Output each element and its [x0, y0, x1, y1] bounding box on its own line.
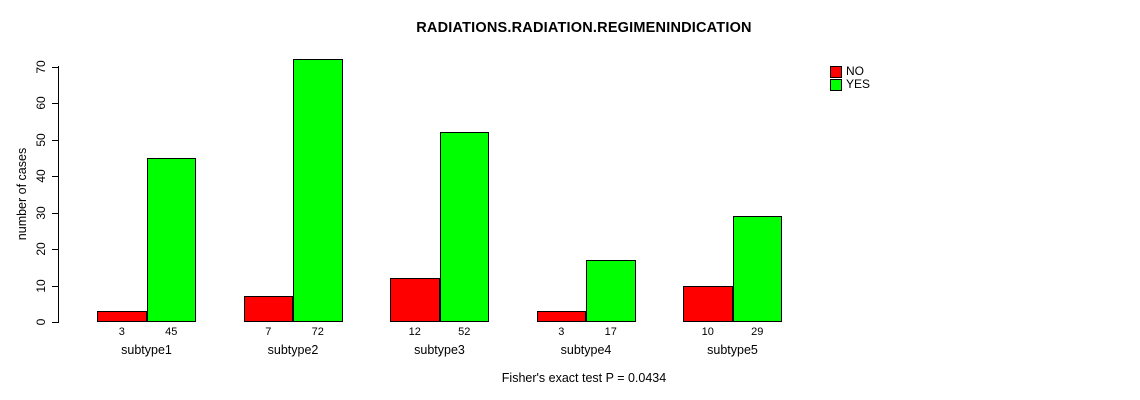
bar-no-subtype3	[390, 278, 440, 322]
y-tick-mark	[52, 212, 59, 214]
bar-yes-subtype4	[586, 259, 636, 322]
bar-value-label: 12	[408, 326, 421, 338]
legend-swatch-yes	[830, 78, 842, 91]
y-tick-mark	[52, 139, 59, 141]
category-label-subtype1: subtype1	[121, 343, 172, 357]
category-label-subtype5: subtype5	[707, 343, 758, 357]
y-tick-mark	[52, 66, 59, 68]
legend-swatch-no	[830, 65, 842, 78]
bar-no-subtype1	[97, 311, 147, 322]
footer-annotation: Fisher's exact test P = 0.0434	[501, 371, 667, 385]
bar-value-label: 7	[265, 326, 272, 338]
bar-value-label: 10	[701, 326, 714, 338]
bar-value-label: 29	[751, 326, 764, 338]
y-axis-line	[58, 66, 59, 322]
bar-yes-subtype2	[293, 59, 343, 322]
bar-yes-subtype5	[732, 216, 782, 322]
y-tick-mark	[52, 103, 59, 104]
y-tick-label: 0	[34, 318, 48, 326]
bar-value-label: 72	[311, 326, 324, 338]
y-tick-mark	[52, 249, 59, 250]
y-tick-mark	[52, 176, 59, 177]
bar-no-subtype5	[683, 285, 733, 322]
bar-value-label: 3	[558, 326, 565, 338]
y-tick-mark	[52, 322, 59, 323]
legend: NO YES	[830, 65, 870, 91]
legend-item-yes: YES	[830, 78, 870, 91]
y-tick-label: 40	[34, 169, 48, 183]
legend-label-no: NO	[846, 64, 864, 78]
bar-value-label: 45	[165, 326, 178, 338]
y-tick-label: 50	[34, 132, 48, 147]
y-tick-mark	[52, 285, 59, 287]
y-tick-label: 70	[34, 59, 48, 74]
y-tick-label: 30	[34, 205, 48, 220]
bar-value-label: 3	[118, 326, 125, 338]
y-tick-label: 60	[34, 96, 48, 110]
chart-title: RADIATIONS.RADIATION.REGIMENINDICATION	[416, 20, 752, 36]
bar-yes-subtype3	[439, 132, 489, 322]
bar-no-subtype2	[243, 296, 293, 322]
category-label-subtype2: subtype2	[267, 343, 319, 357]
legend-label-yes: YES	[846, 77, 871, 91]
bar-yes-subtype1	[146, 157, 196, 322]
category-label-subtype3: subtype3	[414, 343, 465, 357]
category-label-subtype4: subtype4	[560, 343, 612, 357]
y-tick-label: 20	[34, 242, 48, 256]
bar-value-label: 52	[458, 326, 471, 338]
legend-item-no: NO	[830, 65, 870, 78]
bar-value-label: 17	[604, 326, 617, 338]
y-axis-title: number of cases	[15, 147, 29, 241]
bar-no-subtype4	[536, 311, 586, 322]
y-tick-label: 10	[34, 278, 48, 293]
